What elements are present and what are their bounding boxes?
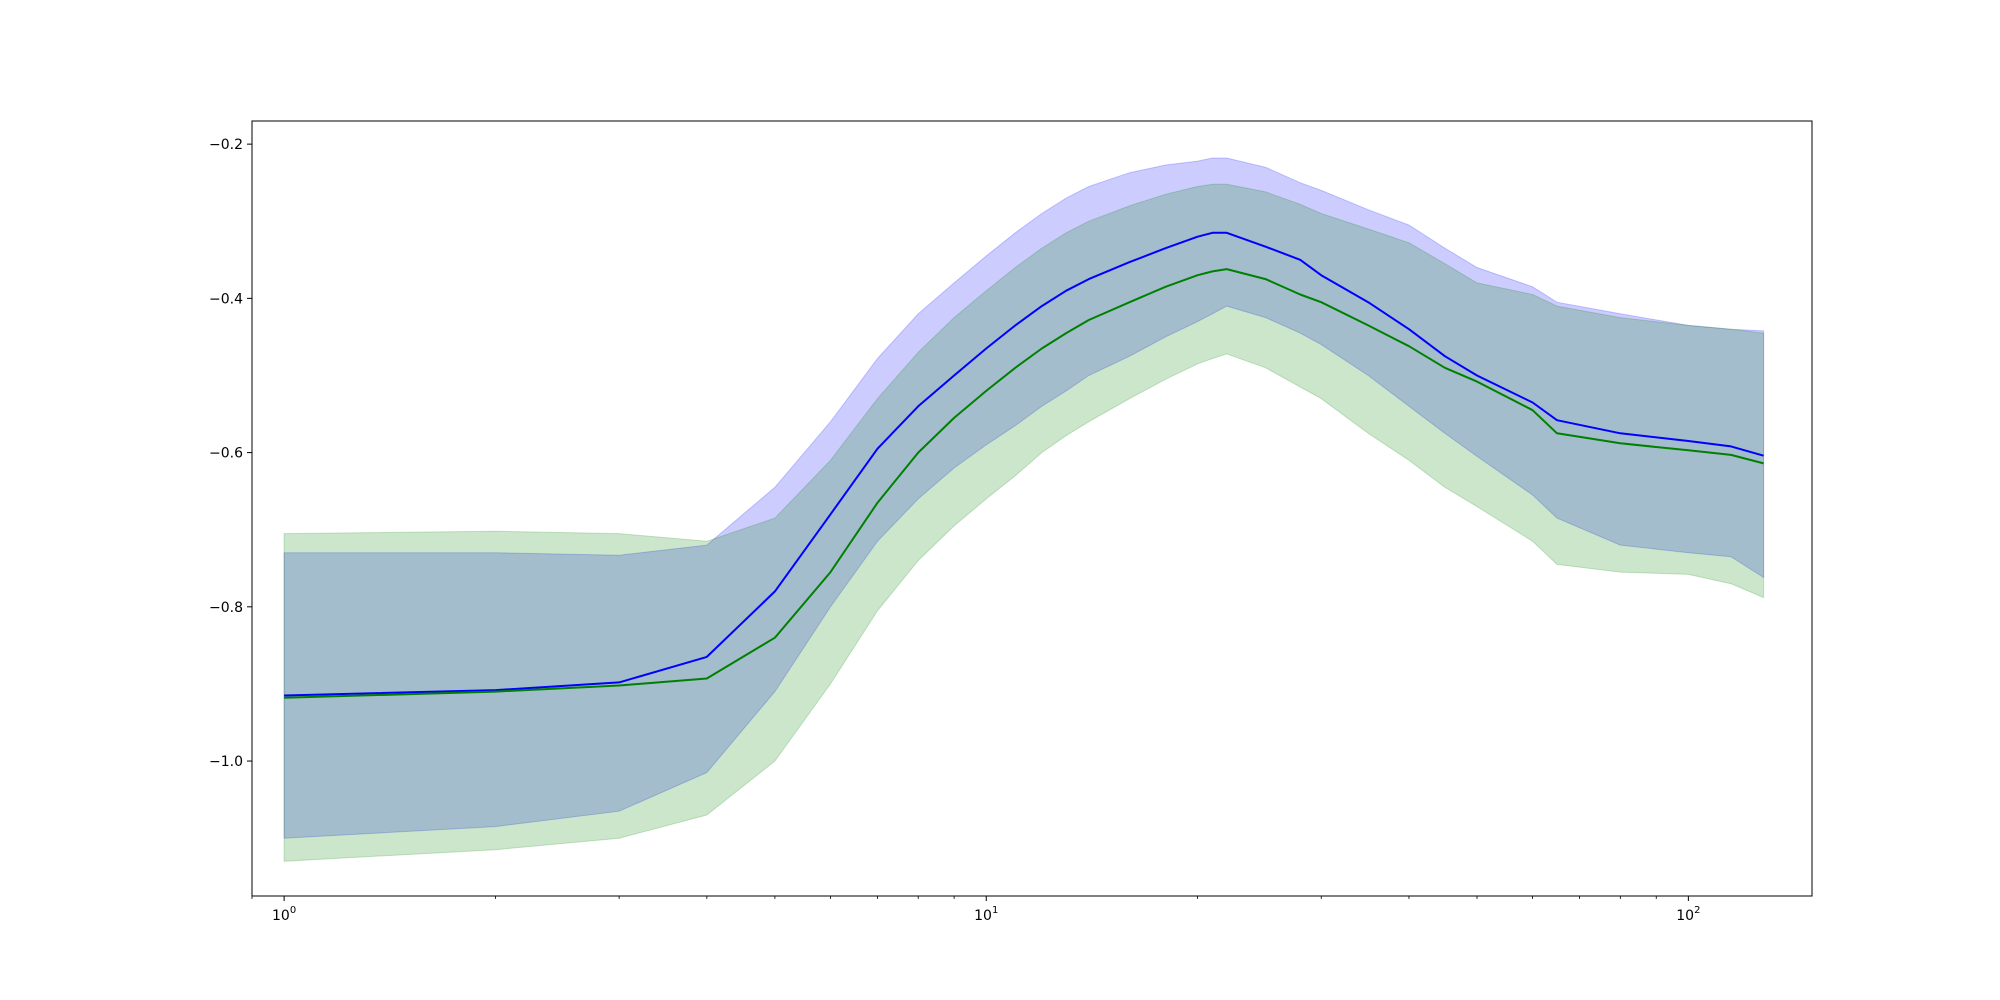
y-tick-label: −0.2 bbox=[209, 137, 243, 153]
series-lines bbox=[284, 231, 1764, 699]
y-axis: −0.2 −0.4 −0.6 −0.8 −1.0 bbox=[209, 137, 252, 770]
confidence-bands bbox=[283, 157, 1765, 862]
series-line-1 bbox=[284, 231, 1764, 697]
x-tick-label: 100 bbox=[272, 905, 296, 924]
y-tick-label: −0.8 bbox=[209, 600, 243, 616]
series-line-2 bbox=[284, 268, 1764, 699]
confidence-band-1 bbox=[283, 157, 1765, 839]
y-tick-label: −0.6 bbox=[209, 446, 243, 462]
y-tick-label: −0.4 bbox=[209, 291, 243, 307]
x-tick-label: 102 bbox=[1676, 905, 1700, 924]
x-tick-label: 101 bbox=[974, 905, 998, 924]
confidence-band-2 bbox=[283, 183, 1765, 862]
x-axis: 100 101 102 bbox=[251, 896, 1700, 924]
y-tick-label: −1.0 bbox=[209, 754, 243, 770]
plot-frame bbox=[251, 120, 1813, 897]
